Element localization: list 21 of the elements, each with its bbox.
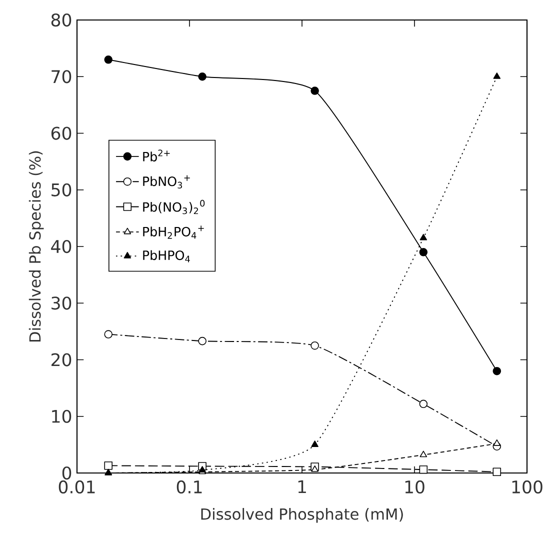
x-tick-label: 1 <box>298 480 306 494</box>
y-tick-label: 70 <box>52 70 72 84</box>
y-tick-label: 30 <box>52 296 72 310</box>
legend-label: Pb(NO$_{3}$)$_{2}$0 <box>143 200 205 214</box>
legend-label: PbH$_{2}$PO$_{4}$+ <box>143 226 204 239</box>
y-tick-label: 40 <box>51 240 72 254</box>
legend-label: Pb$^{2+}$ <box>143 150 170 162</box>
x-tick-label: 100 <box>512 480 542 494</box>
y-tick-label: 80 <box>51 13 72 27</box>
x-tick-label: 0.01 <box>58 480 95 494</box>
legend-label: PbNO$_{3}$+ <box>143 175 190 188</box>
x-tick-label: 0.1 <box>176 480 202 494</box>
legend-label: PbHPO$_{4}$ <box>143 250 190 262</box>
y-tick-label: 60 <box>51 126 72 140</box>
x-axis-title: Dissolved Phosphate (mM) <box>201 508 403 523</box>
y-tick-label: 20 <box>52 353 72 366</box>
y-tick-label: 0 <box>62 466 72 480</box>
y-tick-label: 50 <box>52 183 72 196</box>
y-axis-title: Dissolved Pb Species (%) <box>28 151 44 342</box>
y-tick-label: 10 <box>52 410 72 423</box>
x-tick-label: 10 <box>405 480 424 494</box>
